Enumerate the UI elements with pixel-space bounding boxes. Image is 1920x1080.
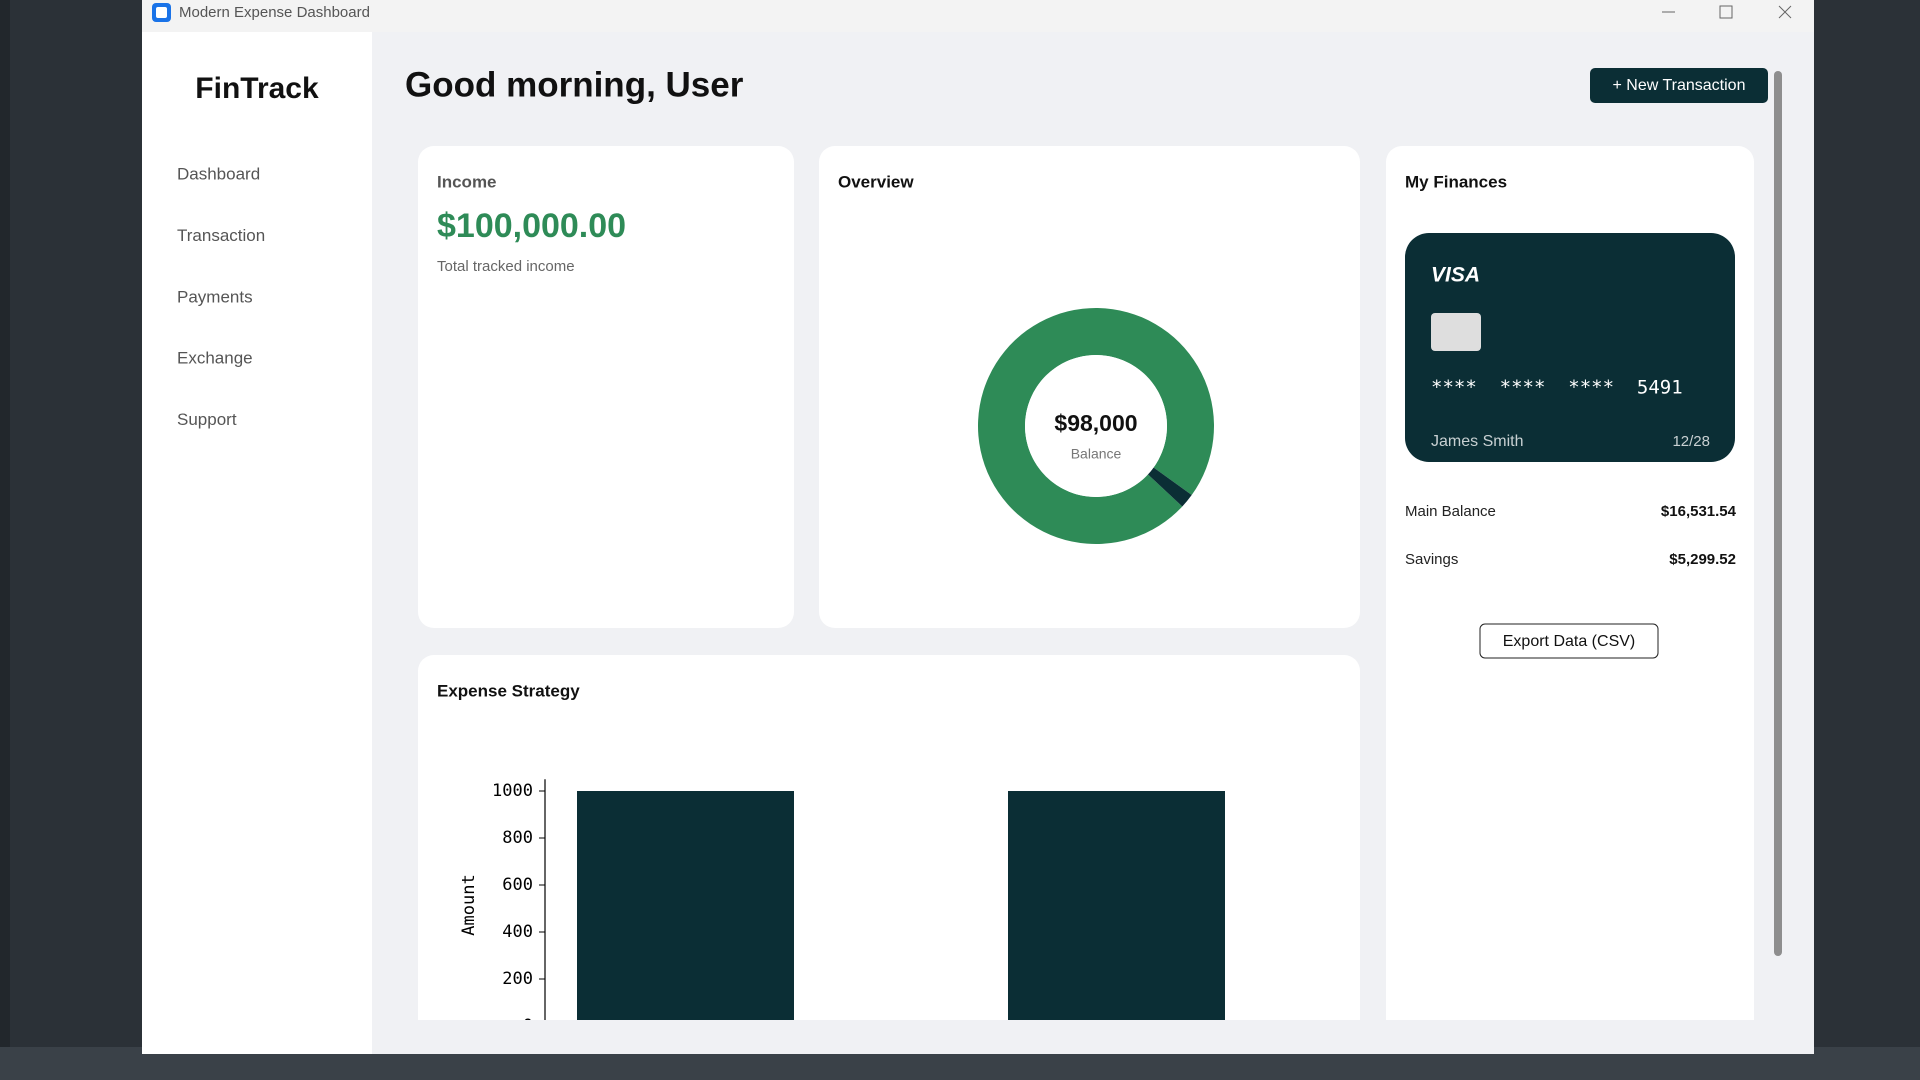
y-tick-label: 800 xyxy=(502,828,533,848)
close-button[interactable] xyxy=(1778,5,1792,19)
chart-title: Expense Strategy xyxy=(437,681,580,700)
card-holder: James Smith xyxy=(1431,433,1523,450)
card-title: My Finances xyxy=(1405,172,1507,191)
y-tick-label: 0 xyxy=(523,1016,533,1036)
scrollbar[interactable] xyxy=(1774,71,1782,956)
card-chip xyxy=(1431,313,1481,351)
bar xyxy=(577,791,794,1020)
y-axis-label: Amount xyxy=(459,874,479,935)
maximize-button[interactable] xyxy=(1719,5,1733,19)
nav-item[interactable]: Payments xyxy=(177,287,253,306)
bar xyxy=(1008,791,1225,1020)
nav-item[interactable]: Transaction xyxy=(177,226,265,245)
window-title: Modern Expense Dashboard xyxy=(179,4,370,21)
donut-hole xyxy=(1025,355,1167,497)
card-title: Income xyxy=(437,172,497,191)
visa-card xyxy=(1405,233,1735,462)
y-tick-label: 600 xyxy=(502,875,533,895)
donut-center-caption: Balance xyxy=(1071,446,1122,462)
export-button[interactable] xyxy=(1479,623,1659,659)
income-amount: $100,000.00 xyxy=(437,207,626,245)
balance-value: $5,299.52 xyxy=(1669,551,1736,568)
content: Good morning, User + New Transaction Incom… xyxy=(405,65,1768,1036)
y-tick-label: 200 xyxy=(502,969,533,989)
balance-label: Main Balance xyxy=(1405,503,1496,520)
y-tick-label: 400 xyxy=(502,922,533,942)
sidebar xyxy=(142,32,372,1054)
income-caption: Total tracked income xyxy=(437,258,575,275)
editor-edge xyxy=(0,0,10,1080)
nav-item[interactable]: Dashboard xyxy=(177,164,260,183)
card-expiry: 12/28 xyxy=(1672,433,1710,450)
donut-center-label: $98,000 xyxy=(1054,410,1137,436)
income-card xyxy=(418,146,794,628)
y-tick-label: 1000 xyxy=(492,781,533,801)
balance-label: Savings xyxy=(1405,551,1458,568)
export-label: Export Data (CSV) xyxy=(1503,633,1635,650)
nav-item[interactable]: Exchange xyxy=(177,349,253,368)
new-transaction-button[interactable] xyxy=(1590,68,1768,103)
card-brand: VISA xyxy=(1431,264,1480,287)
new-transaction-label: + New Transaction xyxy=(1613,77,1746,94)
greeting: Good morning, User xyxy=(405,65,744,104)
donut-segment xyxy=(1147,467,1192,507)
title-bar xyxy=(142,0,1814,32)
app-icon-inner xyxy=(156,7,167,18)
nav-item[interactable]: Support xyxy=(177,410,237,429)
card-number: **** **** **** 5491 xyxy=(1431,377,1683,399)
brand: FinTrack xyxy=(195,72,319,105)
balance-value: $16,531.54 xyxy=(1661,503,1737,520)
donut-segment xyxy=(978,308,1215,545)
card-title: Overview xyxy=(838,172,914,191)
